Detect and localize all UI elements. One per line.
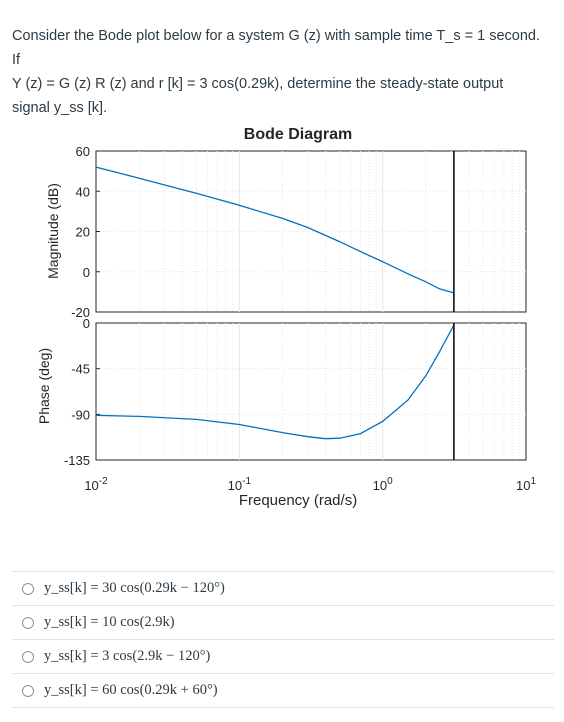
answer-option-2[interactable]: y_ss[k] = 10 cos(2.9k) [12,605,554,639]
question-line-1: Consider the Bode plot below for a syste… [12,28,541,68]
radio-button[interactable] [22,616,34,629]
x-tick-labels: 10-2 10-1 100 101 [84,476,536,493]
magnitude-panel: 60 40 20 0 -20 [71,144,527,320]
answer-options: y_ss[k] = 30 cos(0.29k − 120°) y_ss[k] =… [12,571,554,708]
magnitude-curve [95,166,455,294]
radio-button[interactable] [22,582,34,595]
magnitude-axes-box [95,150,527,313]
phase-ytick-label: -90 [71,407,90,422]
x-tick-label: 100 [373,476,393,493]
radio-button[interactable] [22,684,34,697]
phase-ticks: 0 -45 -90 -135 [64,316,100,468]
question-text: Consider the Bode plot below for a syste… [12,24,552,120]
x-tick-label: 10-1 [228,476,252,493]
phase-axes-box [95,322,527,461]
mag-ytick-label: 20 [76,225,90,240]
mag-ytick-label: -20 [71,305,90,320]
magnitude-ticks: 60 40 20 0 -20 [71,144,100,320]
phase-ytick-label: -135 [64,453,90,468]
x-tick-label: 10-2 [84,476,108,493]
answer-option-1[interactable]: y_ss[k] = 30 cos(0.29k − 120°) [12,571,554,605]
answer-option-text: y_ss[k] = 60 cos(0.29k + 60°) [44,682,218,698]
mag-ytick-label: 40 [76,184,90,199]
phase-ytick-label: 0 [83,316,90,331]
phase-curve [95,324,455,440]
x-tick-label: 101 [516,476,536,493]
phase-panel: 0 -45 -90 -135 [64,316,527,468]
mag-ytick-label: 60 [76,144,90,159]
x-label: Frequency (rad/s) [239,492,357,509]
answer-option-text: y_ss[k] = 3 cos(2.9k − 120°) [44,648,211,664]
question-line-3: signal y_ss [k]. [12,100,108,116]
radio-button[interactable] [22,650,34,663]
answer-option-text: y_ss[k] = 10 cos(2.9k) [44,614,175,630]
answer-option-text: y_ss[k] = 30 cos(0.29k − 120°) [44,580,225,596]
chart-title: Bode Diagram [244,126,352,143]
phase-ylabel: Phase (deg) [36,348,52,424]
mag-ylabel: Magnitude (dB) [45,183,61,279]
answer-option-4[interactable]: y_ss[k] = 60 cos(0.29k + 60°) [12,673,554,708]
mag-ytick-label: 0 [83,265,90,280]
magnitude-grid [96,151,526,312]
phase-ytick-label: -45 [71,362,90,377]
bode-diagram: Bode Diagram Magnitude (dB) Phase (deg) … [36,126,536,509]
question-line-2: Y (z) = G (z) R (z) and r [k] = 3 cos(0.… [12,76,504,92]
answer-option-3[interactable]: y_ss[k] = 3 cos(2.9k − 120°) [12,639,554,673]
